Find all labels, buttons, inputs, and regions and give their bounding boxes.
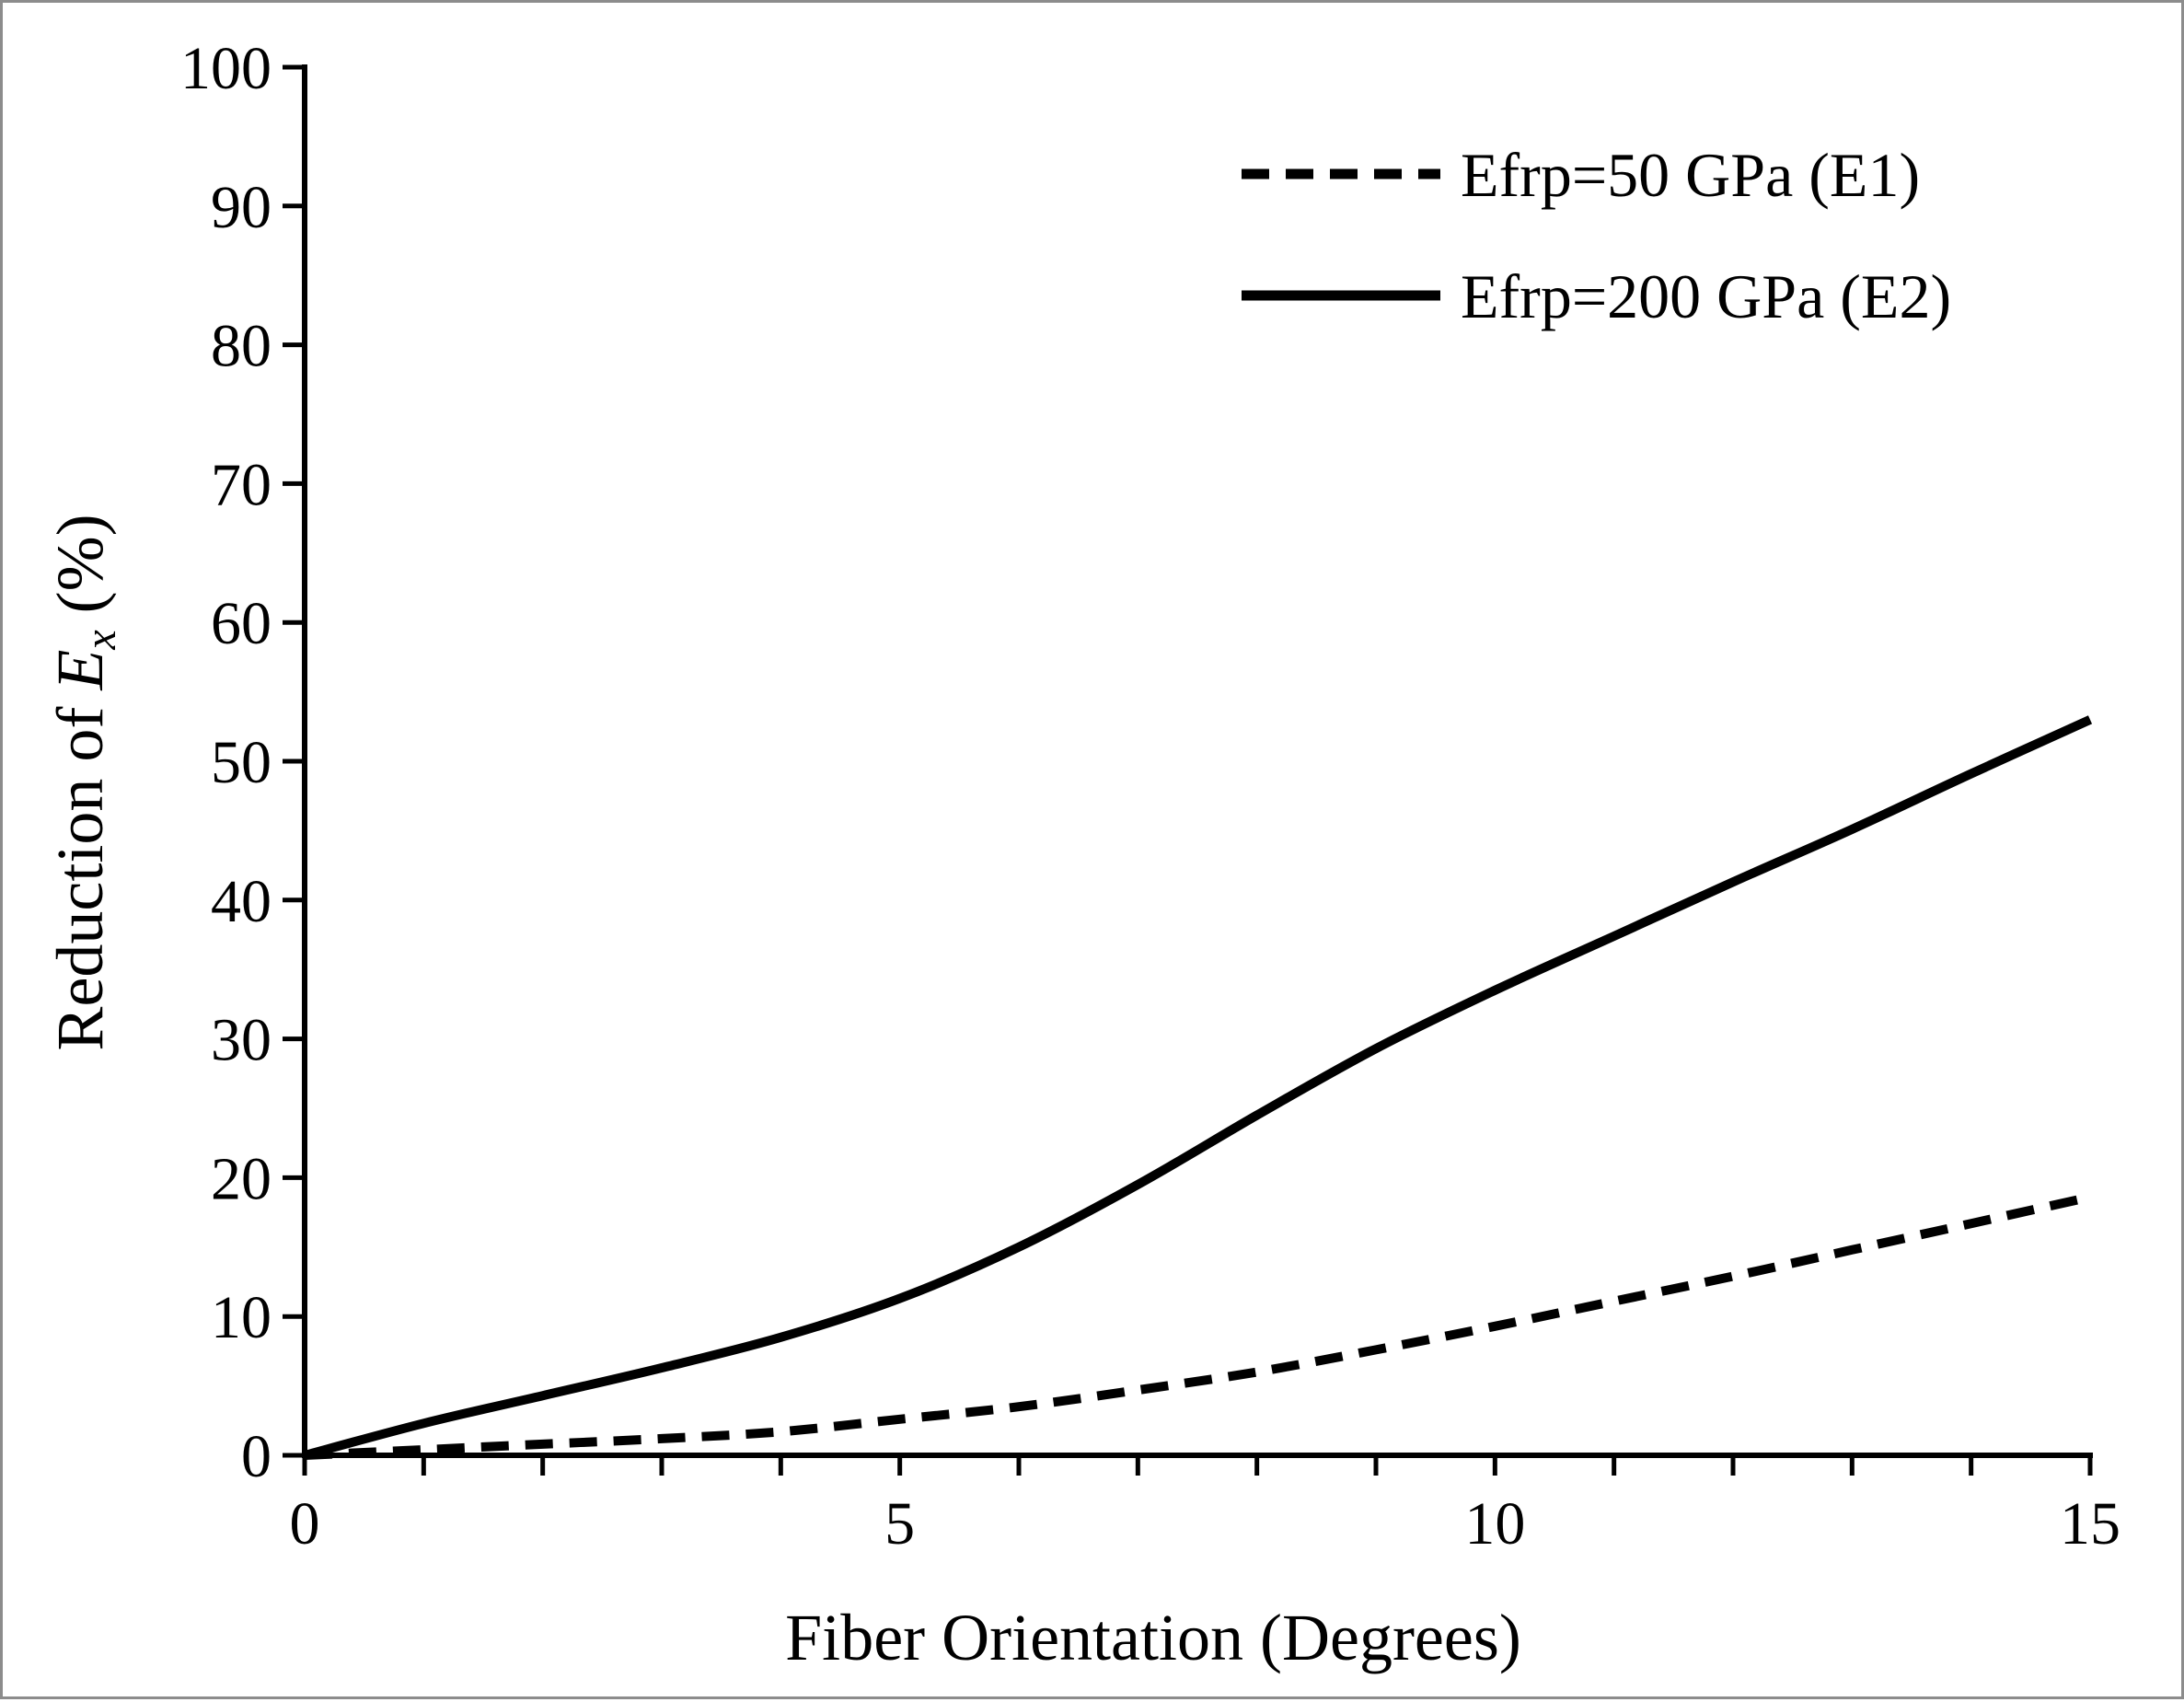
y-axis-title-symbol: E xyxy=(43,650,117,691)
y-tick-label: 10 xyxy=(211,1284,272,1351)
y-tick-label: 50 xyxy=(211,729,272,796)
x-tick-label: 10 xyxy=(1464,1490,1525,1557)
y-tick-label: 60 xyxy=(211,590,272,657)
y-tick-label: 0 xyxy=(241,1423,272,1490)
series-line-e1 xyxy=(304,1192,2092,1460)
legend: Efrp=50 GPa (E1) Efrp=200 GPa (E2) xyxy=(1242,140,1951,331)
x-axis-title: Fiber Orientation (Degrees) xyxy=(785,1601,1521,1674)
x-tick-label: 15 xyxy=(2060,1490,2120,1557)
legend-label-e2: Efrp=200 GPa (E2) xyxy=(1461,261,1951,331)
x-tick-label: 0 xyxy=(290,1490,320,1557)
y-tick-label: 20 xyxy=(211,1145,272,1212)
y-axis-title: Reduction of Ex (%) xyxy=(43,514,125,1050)
y-tick-label: 80 xyxy=(211,313,272,380)
y-axis-title-suffix: (%) xyxy=(43,514,117,630)
y-tick-label: 100 xyxy=(180,35,272,102)
y-tick-label: 30 xyxy=(211,1007,272,1074)
y-tick-label: 70 xyxy=(211,451,272,518)
y-axis-title-subscript: x xyxy=(76,630,125,650)
series-line-e2 xyxy=(303,715,2093,1460)
line-chart: 0 10 20 30 40 50 60 70 80 90 100 0 5 10 15 Fiber Orien… xyxy=(43,35,2120,1674)
x-tick-label: 5 xyxy=(884,1490,915,1557)
y-tick-label: 90 xyxy=(211,174,272,241)
legend-label-e1: Efrp=50 GPa (E1) xyxy=(1461,140,1920,210)
y-tick-label: 40 xyxy=(211,868,272,935)
y-axis-title-prefix: Reduction of xyxy=(43,690,117,1051)
